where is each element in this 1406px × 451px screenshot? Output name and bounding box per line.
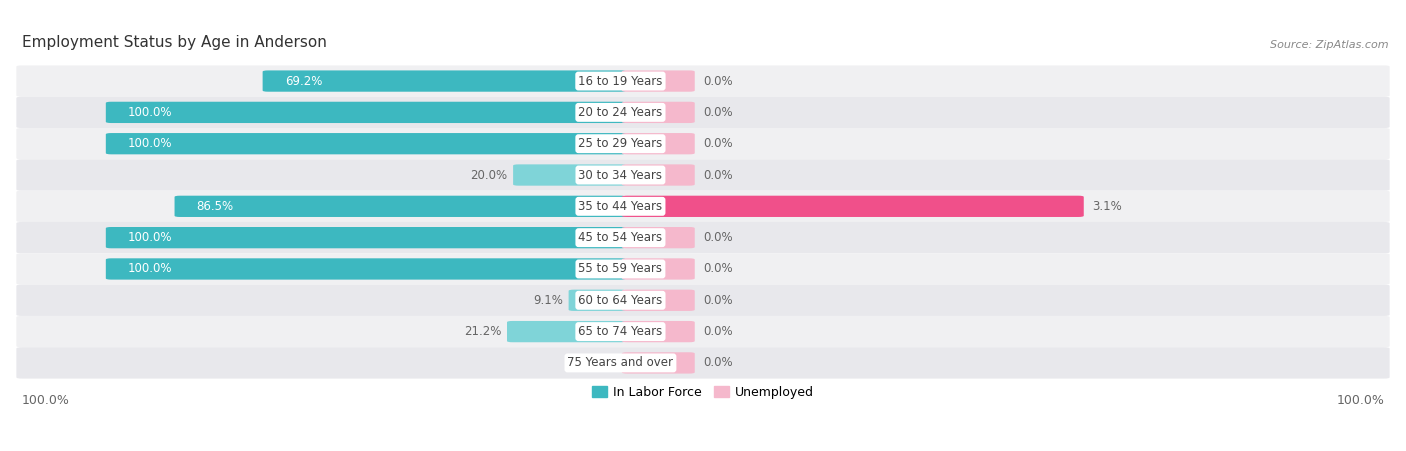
Text: 20.0%: 20.0%	[471, 169, 508, 181]
Text: 100.0%: 100.0%	[128, 262, 173, 276]
Text: 3.1%: 3.1%	[1092, 200, 1122, 213]
Text: 20 to 24 Years: 20 to 24 Years	[578, 106, 662, 119]
Text: 65 to 74 Years: 65 to 74 Years	[578, 325, 662, 338]
Text: 35 to 44 Years: 35 to 44 Years	[578, 200, 662, 213]
FancyBboxPatch shape	[105, 133, 626, 154]
Text: 45 to 54 Years: 45 to 54 Years	[578, 231, 662, 244]
Text: 0.0%: 0.0%	[703, 356, 733, 369]
Legend: In Labor Force, Unemployed: In Labor Force, Unemployed	[586, 381, 820, 404]
FancyBboxPatch shape	[621, 321, 695, 342]
Text: 100.0%: 100.0%	[128, 137, 173, 150]
FancyBboxPatch shape	[621, 70, 695, 92]
FancyBboxPatch shape	[17, 316, 1389, 347]
FancyBboxPatch shape	[621, 290, 695, 311]
FancyBboxPatch shape	[17, 128, 1389, 159]
Text: 30 to 34 Years: 30 to 34 Years	[578, 169, 662, 181]
FancyBboxPatch shape	[513, 164, 626, 186]
FancyBboxPatch shape	[621, 164, 695, 186]
FancyBboxPatch shape	[17, 285, 1389, 316]
FancyBboxPatch shape	[568, 290, 626, 311]
FancyBboxPatch shape	[621, 102, 695, 123]
Text: 9.1%: 9.1%	[533, 294, 562, 307]
Text: Employment Status by Age in Anderson: Employment Status by Age in Anderson	[22, 35, 326, 50]
FancyBboxPatch shape	[105, 102, 626, 123]
FancyBboxPatch shape	[17, 159, 1389, 191]
FancyBboxPatch shape	[621, 196, 1084, 217]
Text: 25 to 29 Years: 25 to 29 Years	[578, 137, 662, 150]
FancyBboxPatch shape	[621, 258, 695, 280]
FancyBboxPatch shape	[263, 70, 626, 92]
FancyBboxPatch shape	[17, 65, 1389, 97]
Text: 75 Years and over: 75 Years and over	[568, 356, 673, 369]
FancyBboxPatch shape	[17, 97, 1389, 128]
Text: 100.0%: 100.0%	[128, 106, 173, 119]
Text: 60 to 64 Years: 60 to 64 Years	[578, 294, 662, 307]
Text: 0.0%: 0.0%	[703, 74, 733, 87]
FancyBboxPatch shape	[508, 321, 626, 342]
Text: 55 to 59 Years: 55 to 59 Years	[578, 262, 662, 276]
Text: 21.2%: 21.2%	[464, 325, 502, 338]
FancyBboxPatch shape	[17, 347, 1389, 378]
FancyBboxPatch shape	[17, 222, 1389, 253]
Text: Source: ZipAtlas.com: Source: ZipAtlas.com	[1270, 40, 1388, 50]
Text: 86.5%: 86.5%	[197, 200, 233, 213]
Text: 0.0%: 0.0%	[703, 325, 733, 338]
Text: 69.2%: 69.2%	[284, 74, 322, 87]
Text: 100.0%: 100.0%	[22, 394, 70, 407]
Text: 0.0%: 0.0%	[703, 294, 733, 307]
FancyBboxPatch shape	[17, 191, 1389, 222]
Text: 0.0%: 0.0%	[574, 356, 605, 369]
FancyBboxPatch shape	[17, 253, 1389, 285]
Text: 0.0%: 0.0%	[703, 106, 733, 119]
FancyBboxPatch shape	[105, 227, 626, 249]
FancyBboxPatch shape	[621, 133, 695, 154]
Text: 0.0%: 0.0%	[703, 137, 733, 150]
Text: 100.0%: 100.0%	[128, 231, 173, 244]
FancyBboxPatch shape	[621, 352, 695, 373]
Text: 100.0%: 100.0%	[1336, 394, 1384, 407]
FancyBboxPatch shape	[105, 258, 626, 280]
Text: 0.0%: 0.0%	[703, 169, 733, 181]
FancyBboxPatch shape	[621, 227, 695, 249]
Text: 0.0%: 0.0%	[703, 231, 733, 244]
Text: 0.0%: 0.0%	[703, 262, 733, 276]
FancyBboxPatch shape	[174, 196, 626, 217]
Text: 16 to 19 Years: 16 to 19 Years	[578, 74, 662, 87]
